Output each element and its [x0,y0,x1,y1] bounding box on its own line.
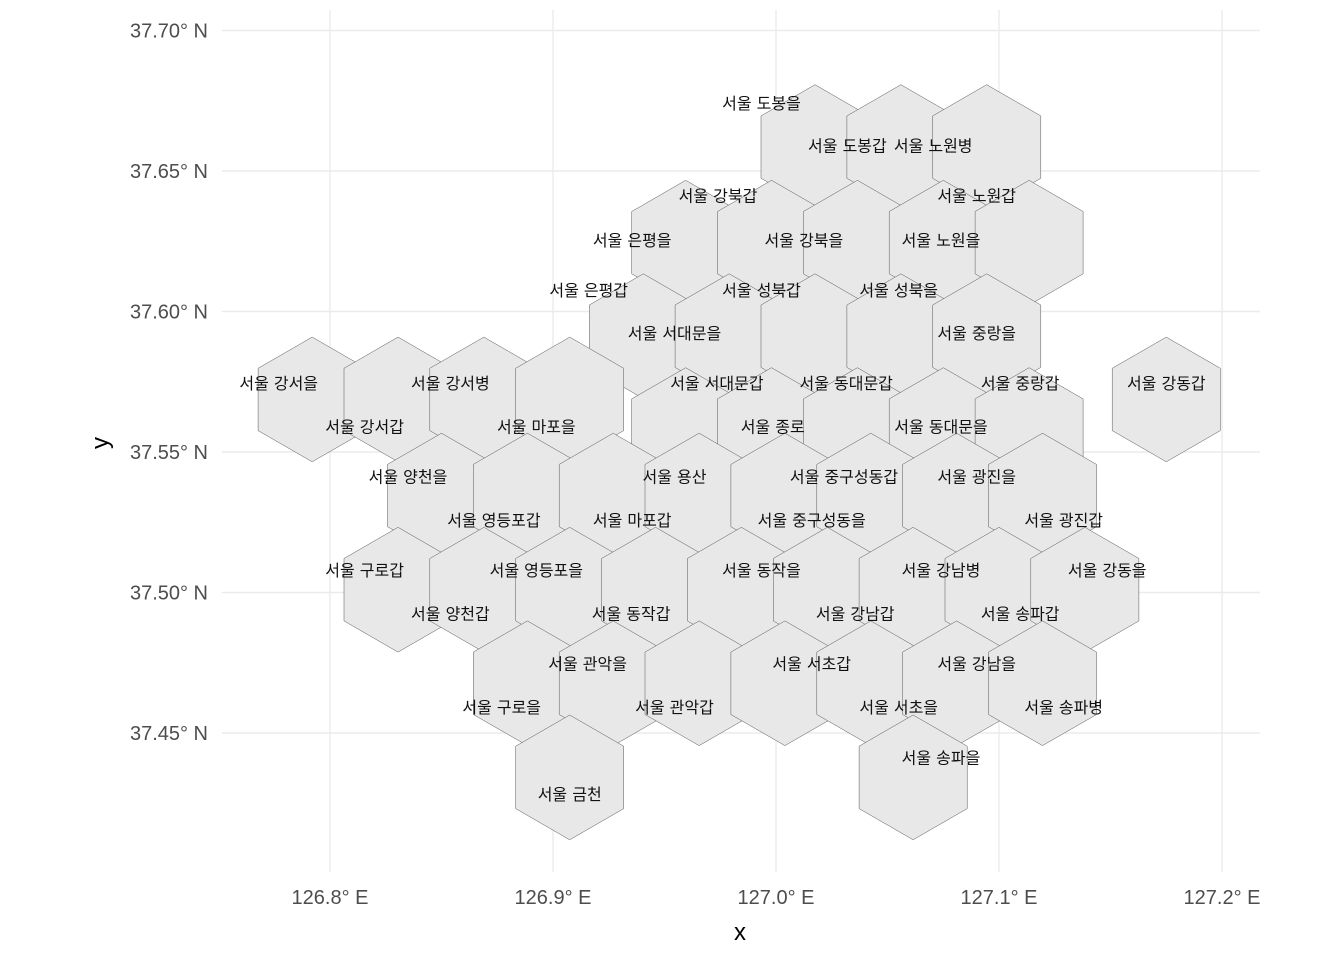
x-tick-label: 127.1° E [961,887,1038,909]
y-tick-label: 37.60° N [130,302,208,324]
district-label: 서울 강북을 [765,231,844,250]
district-label: 서울 서초을 [859,698,938,717]
x-tick-label: 127.0° E [738,887,815,909]
hexagon-layer [257,84,1221,841]
district-label: 서울 서초갑 [772,655,851,674]
district-label: 서울 은평갑 [549,281,628,300]
district-label: 서울 노원갑 [937,187,1016,206]
district-label: 서울 강남병 [902,561,981,580]
district-label: 서울 용산 [643,467,707,486]
district-hexagon [858,714,968,841]
district-hexagon [988,620,1097,746]
district-label: 서울 종로 [741,418,805,437]
district-label: 서울 동대문갑 [799,374,893,393]
district-label: 서울 양천을 [369,467,448,486]
y-axis-title: y [87,437,114,449]
district-label: 서울 성북갑 [722,281,801,300]
district-label: 서울 성북을 [859,281,938,300]
district-label: 서울 노원병 [894,137,973,156]
district-label: 서울 강남갑 [816,605,895,624]
district-label: 서울 중랑을 [937,324,1016,343]
district-label: 서울 송파갑 [981,605,1060,624]
district-label: 서울 영등포갑 [447,511,541,530]
district-label: 서울 동작갑 [592,605,671,624]
district-label: 서울 강동을 [1068,561,1147,580]
x-tick-label: 126.8° E [292,887,369,909]
district-label: 서울 마포갑 [593,511,672,530]
district-hexagon [1111,336,1221,463]
x-axis-title: x [734,919,746,946]
district-label: 서울 도봉을 [722,94,801,113]
district-label: 서울 중구성동갑 [790,467,898,486]
district-hexagon [515,714,624,841]
x-axis-ticks: 126.8° E 126.9° E 127.0° E 127.1° E 127.2° E [292,887,1261,909]
district-label: 서울 마포을 [497,418,576,437]
district-label: 서울 영등포을 [490,561,583,580]
district-label: 서울 노원을 [902,231,981,250]
district-label: 서울 서대문을 [628,324,721,343]
district-label: 서울 은평을 [593,231,672,250]
y-axis-ticks: 37.45° N 37.50° N 37.55° N 37.60° N 37.65° N… [130,21,208,746]
y-tick-label: 37.50° N [130,583,208,605]
district-label: 서울 강동갑 [1127,374,1206,393]
x-tick-label: 127.2° E [1184,887,1261,909]
district-label: 서울 중랑갑 [981,374,1060,393]
district-label: 서울 중구성동을 [758,511,866,530]
y-tick-label: 37.55° N [130,442,208,464]
district-label: 서울 강서을 [239,374,318,393]
district-label: 서울 관악갑 [635,698,714,717]
district-label: 서울 강북갑 [679,187,758,206]
y-tick-label: 37.65° N [130,161,208,183]
district-label: 서울 강남을 [937,655,1016,674]
district-label: 서울 송파병 [1024,698,1103,717]
district-label: 서울 강서갑 [325,418,404,437]
district-label: 서울 양천갑 [411,605,490,624]
district-label: 서울 강서병 [411,374,490,393]
x-tick-label: 126.9° E [515,887,592,909]
district-label: 서울 금천 [538,785,602,804]
district-label: 서울 도봉갑 [808,137,887,156]
district-label: 서울 광진갑 [1024,511,1103,530]
district-label: 서울 동작을 [722,561,801,580]
y-tick-label: 37.45° N [130,723,208,745]
district-label: 서울 동대문을 [894,418,987,437]
district-label: 서울 구로을 [462,698,541,717]
district-label: 서울 서대문갑 [670,374,764,393]
y-tick-label: 37.70° N [130,21,208,43]
district-label: 서울 구로갑 [325,561,404,580]
district-label: 서울 송파을 [902,748,981,767]
district-label: 서울 관악을 [548,655,627,674]
district-label: 서울 광진을 [937,467,1016,486]
